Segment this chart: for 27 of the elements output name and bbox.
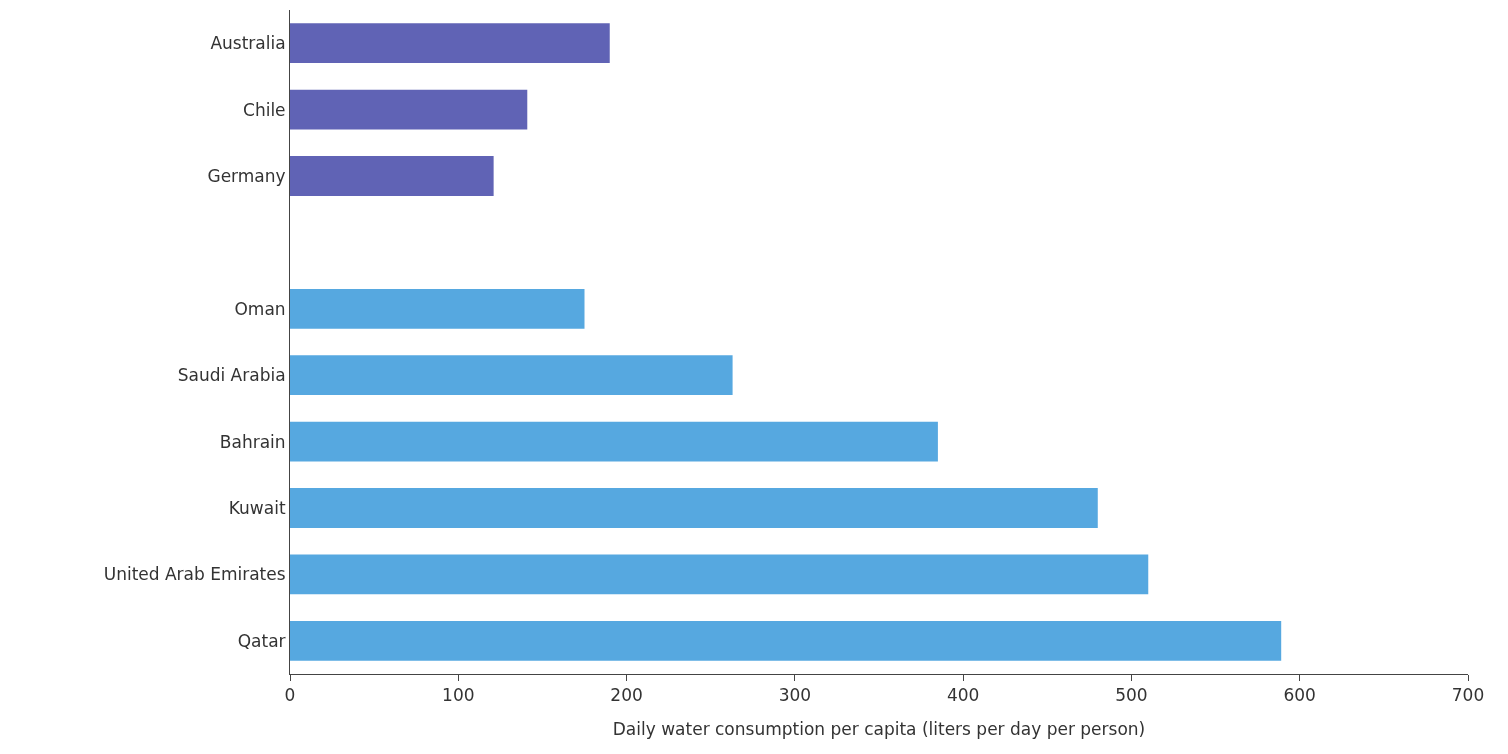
bar	[290, 421, 938, 462]
y-tick-label: Oman	[234, 298, 286, 319]
x-tick-label: 200	[610, 685, 643, 706]
bar	[290, 355, 733, 396]
y-tick-label: Qatar	[237, 630, 286, 651]
bar	[290, 554, 1149, 595]
y-tick-label: Chile	[243, 99, 286, 120]
y-tick-label: Bahrain	[219, 431, 286, 452]
y-tick-label: Saudi Arabia	[177, 365, 286, 386]
bar	[290, 156, 494, 196]
bar	[290, 620, 1282, 661]
x-tick-label: 500	[1115, 685, 1148, 706]
x-tick-label: 400	[946, 685, 980, 706]
bar	[290, 288, 585, 329]
bar	[290, 488, 1098, 528]
x-axis-title: Daily water consumption per capita (liters per day per person)	[612, 719, 1146, 739]
x-tick-label: 700	[1451, 685, 1485, 706]
x-tick-label: 100	[442, 685, 475, 706]
bar	[290, 89, 528, 130]
y-tick-label: Germany	[207, 165, 286, 186]
y-tick-label: Kuwait	[228, 497, 286, 518]
y-tick-label: Australia	[210, 33, 286, 54]
bar	[290, 23, 610, 64]
y-tick-label: United Arab Emirates	[103, 564, 286, 585]
x-tick-label: 300	[778, 685, 812, 706]
x-tick-label: 0	[284, 685, 296, 706]
x-tick-label: 600	[1283, 685, 1316, 706]
